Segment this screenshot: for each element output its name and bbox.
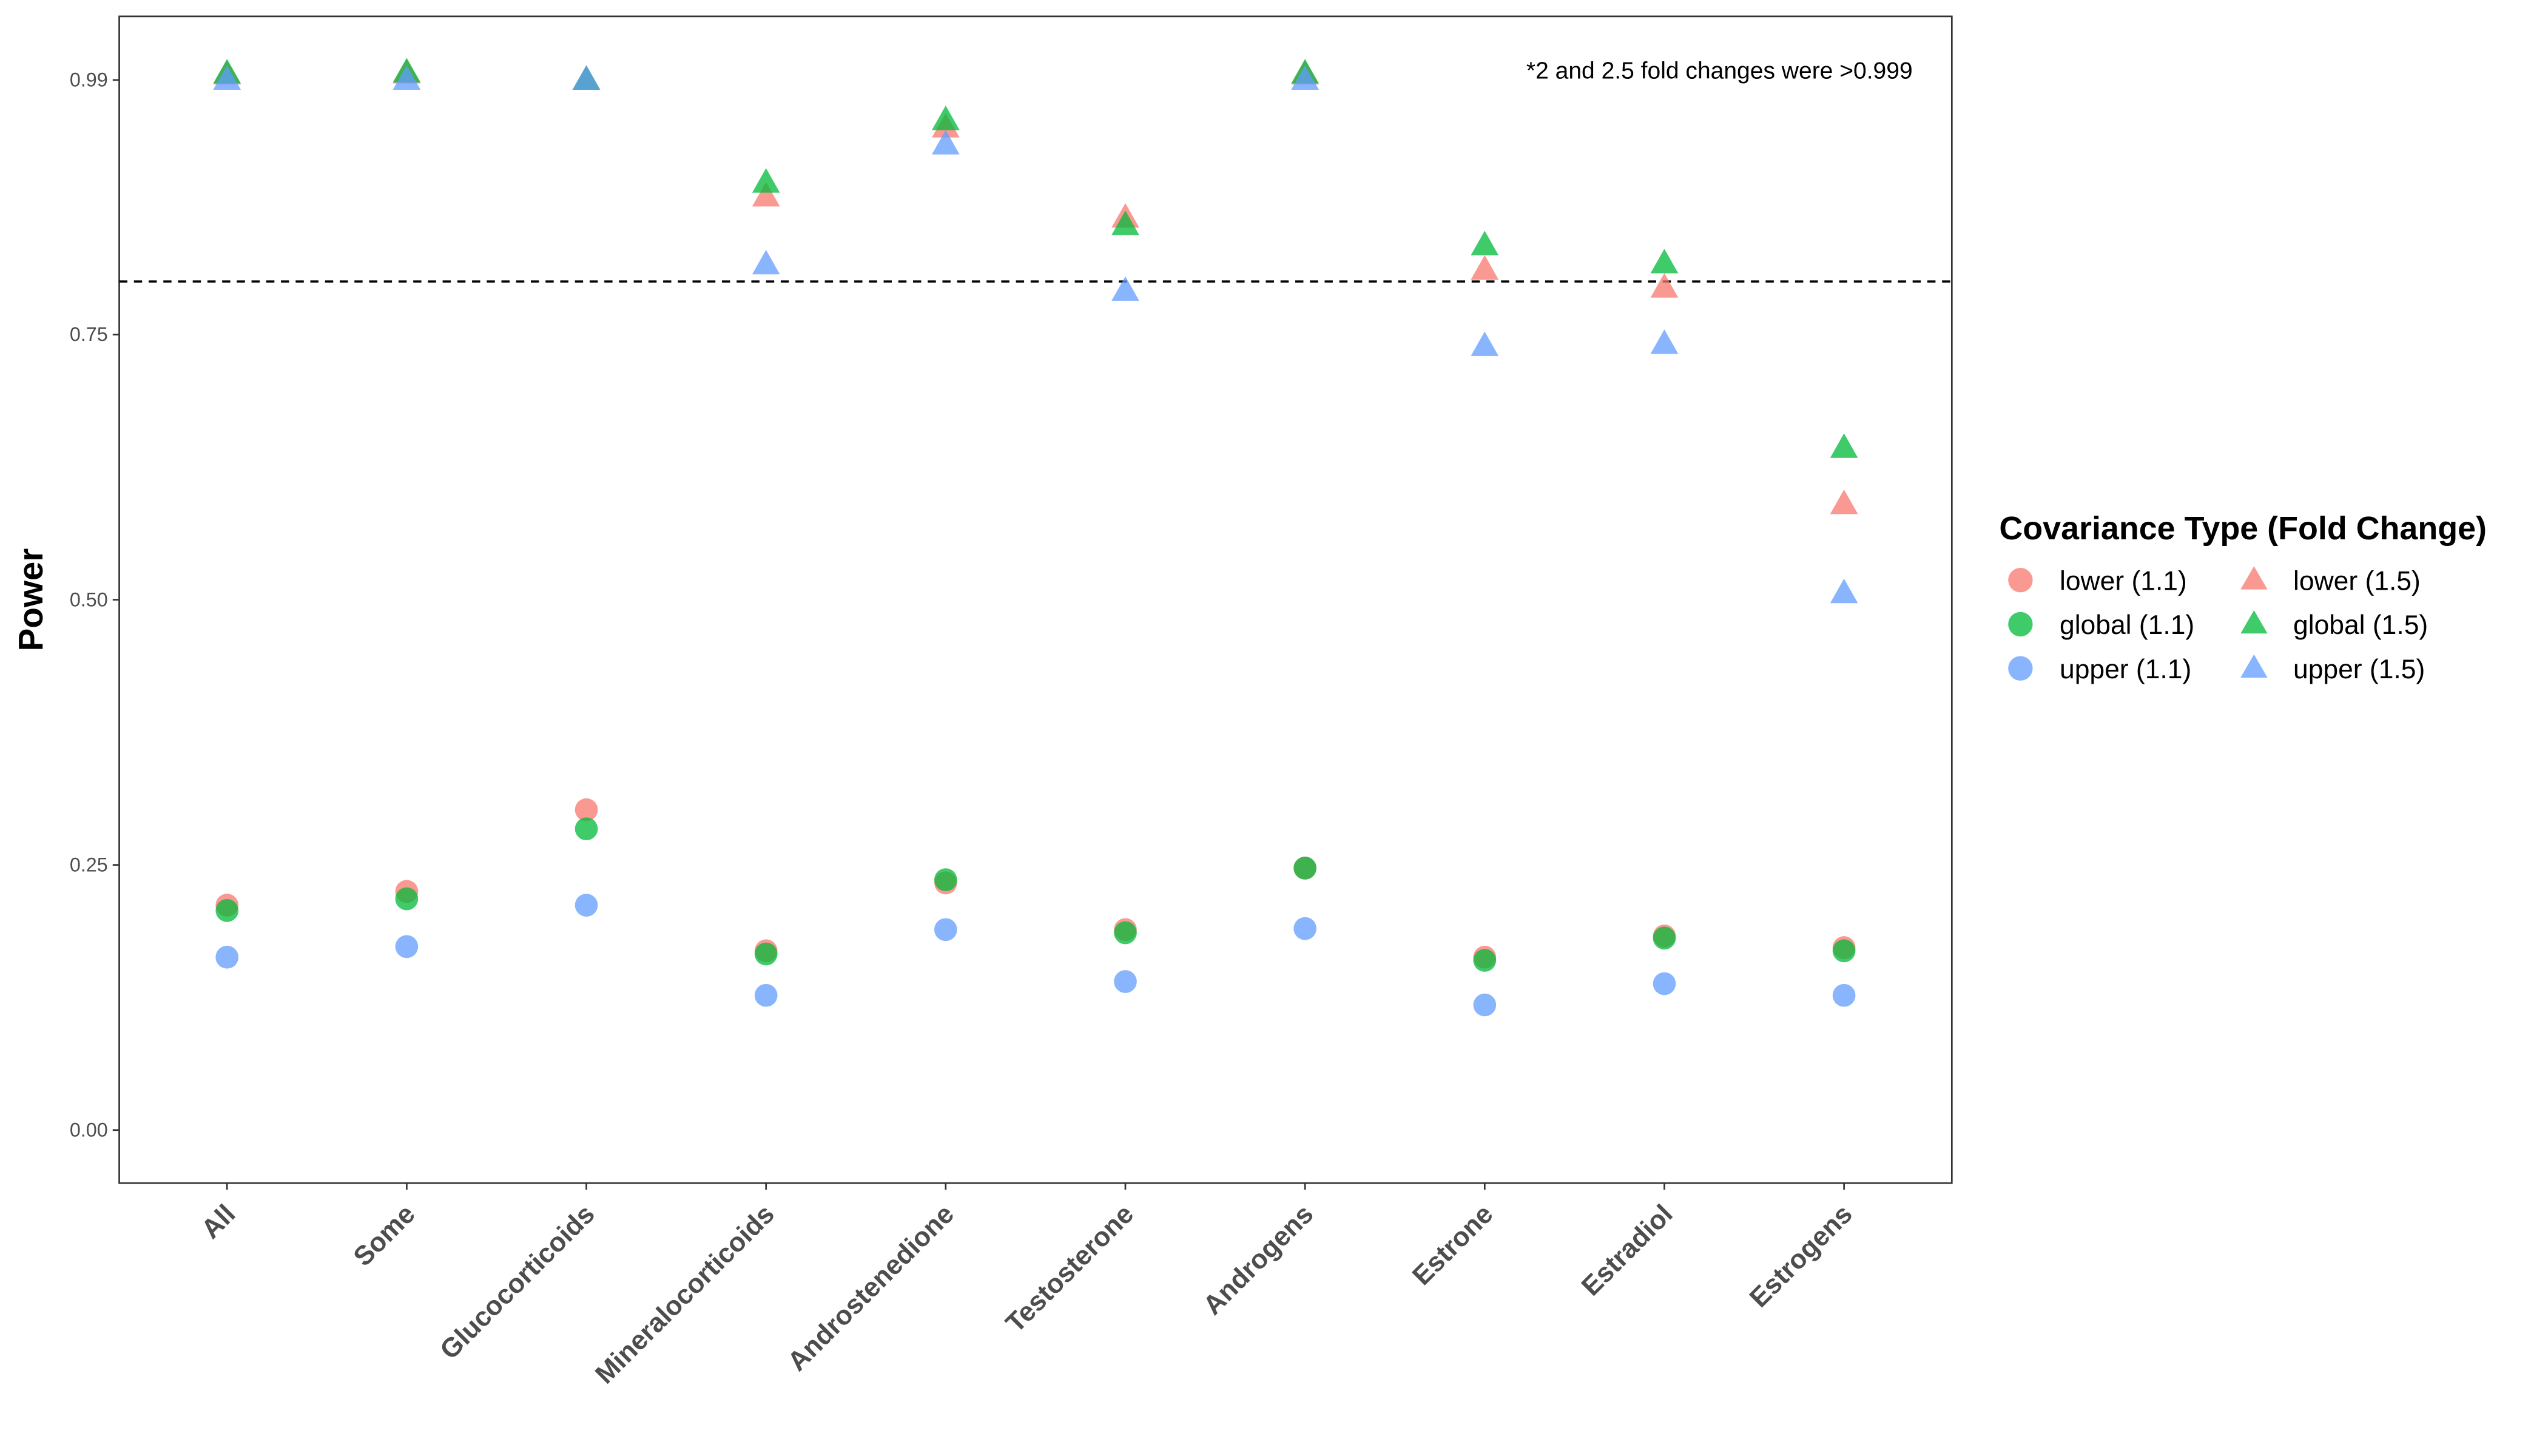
point-global-1-5-mineralocorticoids [752,168,780,193]
legend: Covariance Type (Fold Change) lower (1.1… [1999,510,2487,684]
legend-title: Covariance Type (Fold Change) [1999,510,2487,547]
point-global-1-5-estrogens [1830,433,1858,458]
legend-key-triangle [2240,654,2268,678]
legend-label: upper (1.1) [2060,655,2191,684]
point-upper-1-5-mineralocorticoids [752,249,780,275]
point-upper-1-5-estradiol [1650,329,1679,354]
point-global-1-1-estradiol [1653,926,1676,950]
point-global-1-1-mineralocorticoids [754,942,778,966]
point-lower-1-5-estradiol [1650,273,1679,298]
legend-label: global (1.1) [2060,610,2194,640]
point-upper-1-5-estrogens [1830,578,1858,604]
point-global-1-1-androgens [1293,857,1316,880]
point-upper-1-1-estrogens [1832,983,1856,1007]
x-tick-label: Androstenedione [782,1199,960,1377]
x-tick-label: Androgens [1198,1199,1319,1320]
point-upper-1-1-mineralocorticoids [754,983,778,1007]
point-upper-1-5-some [393,65,421,90]
legend-key-triangle [2240,566,2268,590]
y-axis-label: Power [12,548,50,652]
point-lower-1-5-estrone [1471,255,1499,280]
point-upper-1-5-androgens [1291,65,1320,90]
point-upper-1-1-glucocorticoids [575,894,598,917]
point-global-1-1-all [215,898,239,922]
y-tick-label: 0.99 [70,69,108,91]
point-upper-1-5-all [213,65,241,90]
x-tick-label: Estrogens [1744,1199,1858,1313]
point-global-1-1-some [395,887,419,911]
legend-key-triangle [2240,610,2268,634]
x-tick-label: Some [348,1199,420,1272]
x-tick-label: Mineralocorticoids [590,1199,780,1389]
y-tick-label: 0.25 [70,854,108,875]
legend-key-circle [2008,568,2033,593]
x-tick-label: Glucocorticoids [434,1199,601,1365]
point-global-1-1-androstenedione [934,868,957,891]
point-lower-1-5-estrogens [1830,489,1858,514]
x-tick-label: Estrone [1407,1199,1499,1291]
x-tick-label: All [196,1199,241,1244]
legend-label: lower (1.5) [2293,566,2421,596]
point-global-1-1-estrone [1473,949,1497,972]
point-global-1-1-glucocorticoids [575,817,598,841]
point-upper-1-5-testosterone [1111,276,1139,301]
y-tick-label: 0.50 [70,588,108,610]
plot-panel [118,15,1953,1184]
point-upper-1-5-glucocorticoids [572,65,601,90]
point-upper-1-1-all [215,945,239,969]
x-tick-label: Estradiol [1576,1199,1679,1301]
point-upper-1-5-androstenedione [931,130,960,155]
point-lower-1-1-glucocorticoids [575,798,598,821]
annotation: *2 and 2.5 fold changes were >0.999 [1526,58,1913,84]
legend-key-circle [2008,656,2033,681]
point-upper-1-1-testosterone [1114,970,1137,993]
point-global-1-5-estradiol [1650,249,1679,274]
legend-label: upper (1.5) [2293,655,2425,684]
point-global-1-5-testosterone [1111,211,1139,235]
point-global-1-1-estrogens [1832,939,1856,963]
point-global-1-5-estrone [1471,231,1499,255]
legend-label: global (1.5) [2293,610,2428,640]
point-upper-1-1-some [395,935,419,959]
point-upper-1-1-androstenedione [934,918,957,942]
point-upper-1-1-estradiol [1653,972,1676,996]
point-global-1-1-testosterone [1114,921,1137,945]
y-tick-label: 0.75 [70,323,108,345]
point-upper-1-1-androgens [1293,917,1316,940]
point-global-1-5-androstenedione [931,106,960,130]
legend-label: lower (1.1) [2060,566,2187,596]
x-tick-label: Testosterone [1000,1199,1140,1338]
point-upper-1-5-estrone [1471,331,1499,356]
point-upper-1-1-estrone [1473,993,1497,1017]
point-lower-1-5-mineralocorticoids [752,181,780,207]
legend-key-circle [2008,612,2033,637]
y-tick-label: 0.00 [70,1119,108,1141]
